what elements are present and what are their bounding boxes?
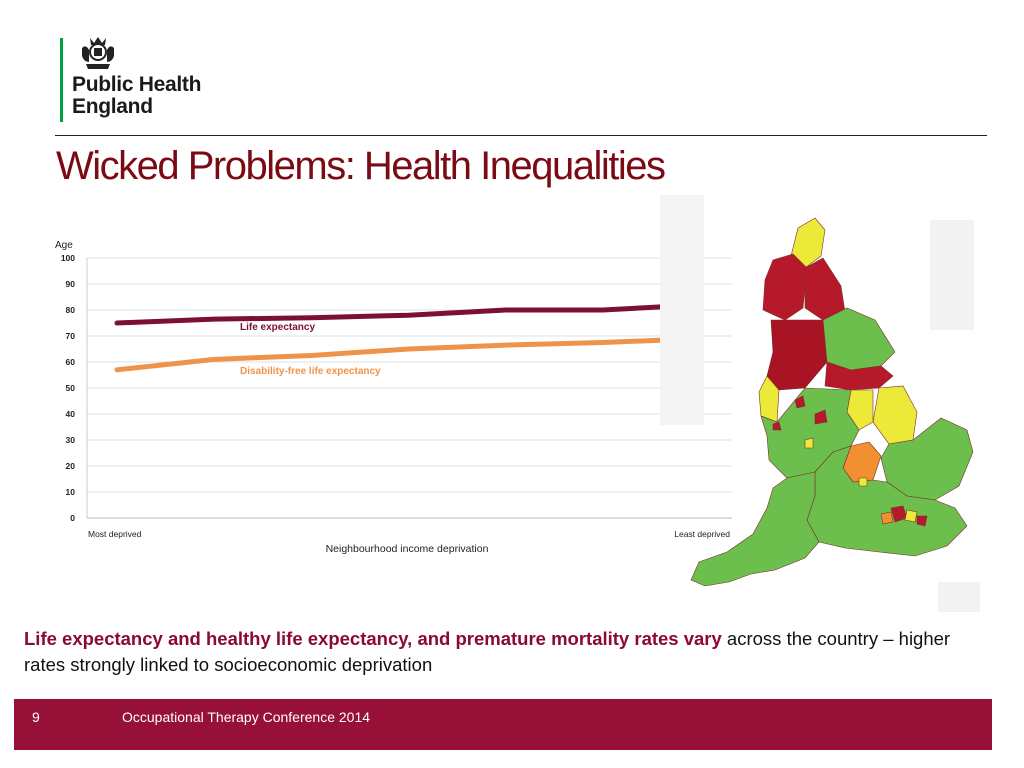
x-start-label: Most deprived xyxy=(88,529,142,539)
slide-caption: Life expectancy and healthy life expecta… xyxy=(24,626,984,678)
caption-rest: across the country – higher rates strong… xyxy=(24,628,951,675)
royal-crest-icon xyxy=(82,37,114,69)
logo-line2: England xyxy=(72,95,153,118)
slide-title: Wicked Problems: Health Inequalities xyxy=(56,144,666,188)
y-tick-label: 20 xyxy=(66,461,76,471)
y-tick-label: 50 xyxy=(66,383,76,393)
y-tick-label: 40 xyxy=(66,409,76,419)
y-tick-label: 30 xyxy=(66,435,76,445)
phe-logo: Public Health England xyxy=(60,34,240,124)
x-end-label: Least deprived xyxy=(674,529,730,539)
y-tick-label: 90 xyxy=(66,279,76,289)
caption-emphasis: Life expectancy and healthy life expecta… xyxy=(24,628,722,649)
y-tick-label: 0 xyxy=(70,513,75,523)
series-label-1: Disability-free life expectancy xyxy=(240,366,381,377)
footer-conference: Occupational Therapy Conference 2014 xyxy=(122,709,371,725)
y-tick-label: 60 xyxy=(66,357,76,367)
footer-bar: 9 Occupational Therapy Conference 2014 xyxy=(14,699,992,750)
series-label-0: Life expectancy xyxy=(240,322,315,333)
y-axis-title: Age xyxy=(55,240,73,251)
series-line-1 xyxy=(114,336,703,373)
logo-line1: Public Health xyxy=(72,73,202,96)
y-tick-label: 70 xyxy=(66,331,76,341)
y-tick-label: 100 xyxy=(61,253,75,263)
header-divider xyxy=(55,135,987,136)
logo-text: Public Health England xyxy=(72,74,201,118)
life-expectancy-chart: 0 10 20 30 40 50 60 70 80 90 100 Age Most deprived Le… xyxy=(55,240,732,555)
y-tick-label: 10 xyxy=(66,487,76,497)
series-line-0 xyxy=(114,302,703,326)
logo-green-bar xyxy=(60,38,63,122)
y-tick-label: 80 xyxy=(66,305,76,315)
x-axis-title: Neighbourhood income deprivation xyxy=(326,543,489,555)
england-deprivation-map xyxy=(660,195,980,612)
page-number: 9 xyxy=(32,709,40,725)
